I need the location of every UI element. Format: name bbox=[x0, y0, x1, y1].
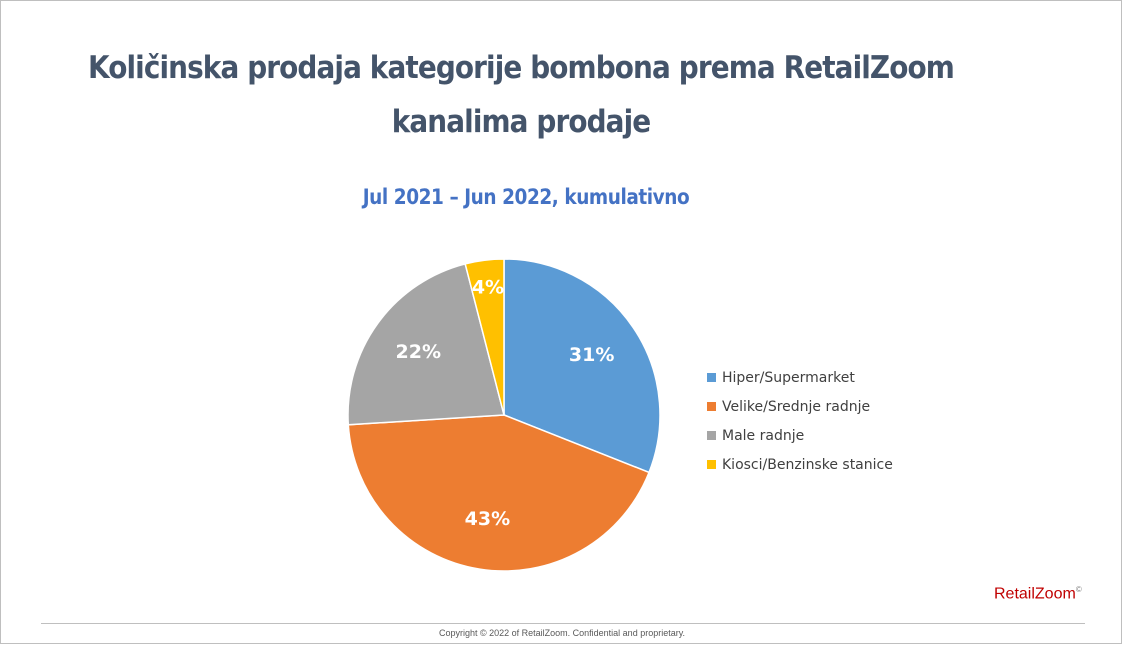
chart-legend: Hiper/Supermarket Velike/Srednje radnje … bbox=[707, 363, 893, 479]
brand-logo: RetailZoom© bbox=[994, 585, 1082, 603]
pie-slice-velike-srednje-radnje bbox=[347, 414, 651, 572]
brand-mark: © bbox=[1075, 585, 1082, 594]
legend-item-kiosci-benzinske-stanice: Kiosci/Benzinske stanice bbox=[707, 450, 893, 479]
legend-item-hiper-supermarket: Hiper/Supermarket bbox=[707, 363, 893, 392]
pie-slice-male-radnje bbox=[347, 262, 505, 426]
data-label-velike-srednje-radnje: 43% bbox=[465, 508, 510, 530]
legend-swatch-kiosci-benzinske-stanice bbox=[707, 460, 716, 469]
chart-title: Jul 2021 – Jun 2022, kumulativno bbox=[362, 185, 690, 209]
slide-title: Količinska prodaja kategorije bombona pr… bbox=[88, 50, 955, 140]
legend-item-velike-srednje-radnje: Velike/Srednje radnje bbox=[707, 392, 893, 421]
legend-swatch-male-radnje bbox=[707, 431, 716, 440]
copyright-notice: Copyright © 2022 of RetailZoom. Confiden… bbox=[438, 628, 686, 638]
brand-name: RetailZoom bbox=[994, 585, 1076, 603]
pie-slice-hiper-supermarket bbox=[503, 258, 661, 474]
legend-label-hiper-supermarket: Hiper/Supermarket bbox=[722, 369, 855, 386]
legend-item-male-radnje: Male radnje bbox=[707, 421, 893, 450]
legend-swatch-hiper-supermarket bbox=[707, 373, 716, 382]
footer-divider bbox=[41, 623, 1085, 624]
legend-label-male-radnje: Male radnje bbox=[722, 427, 805, 444]
legend-label-kiosci-benzinske-stanice: Kiosci/Benzinske stanice bbox=[722, 456, 893, 473]
pie-slice-kiosci-benzinske-stanice bbox=[464, 258, 505, 416]
data-label-hiper-supermarket: 31% bbox=[569, 344, 614, 366]
legend-swatch-velike-srednje-radnje bbox=[707, 402, 716, 411]
legend-label-velike-srednje-radnje: Velike/Srednje radnje bbox=[722, 398, 871, 415]
data-label-kiosci-benzinske-stanice: 4% bbox=[472, 277, 504, 299]
data-label-male-radnje: 22% bbox=[396, 341, 441, 363]
